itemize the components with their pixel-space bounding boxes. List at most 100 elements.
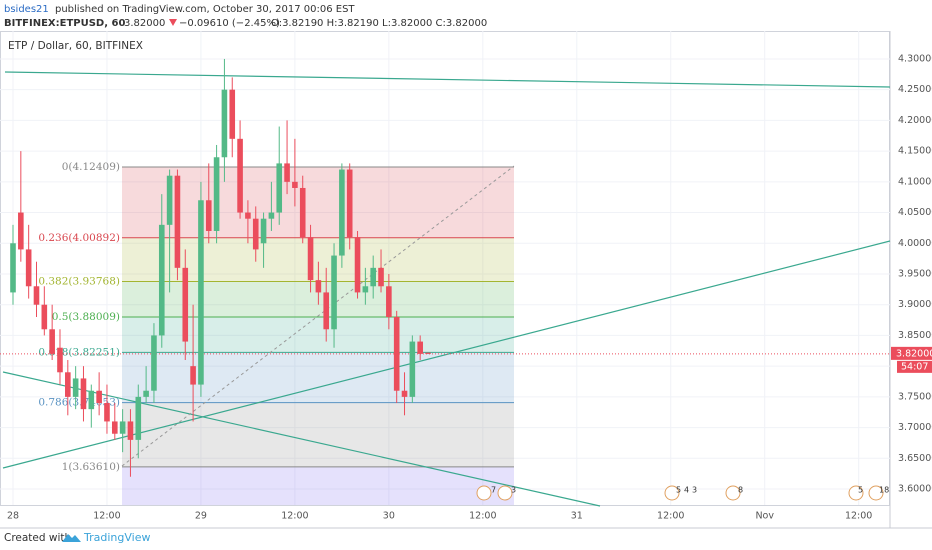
events: 7 3 5 4 3 8 5 18 (476, 485, 889, 501)
event-icon[interactable] (725, 485, 741, 501)
x-tick-label: 12:00 (657, 511, 684, 522)
candle-body (237, 138, 243, 213)
candle-body (284, 163, 290, 182)
candle-body (41, 304, 48, 330)
fib-label: 0.382(3.93768) (38, 276, 120, 288)
y-tick-label: 3.60000 (898, 484, 932, 495)
symbol: BITFINEX:ETPUSD, 60 (4, 18, 125, 29)
change: −0.09610 (−2.45%) (179, 18, 280, 29)
candle-body (339, 169, 345, 256)
candle-body (260, 218, 267, 244)
candle-body (221, 89, 228, 158)
candle-body (362, 286, 369, 293)
candle-body (292, 181, 298, 188)
candle-body (111, 421, 118, 434)
y-tick-label: 3.65000 (898, 453, 932, 464)
candle-body (323, 292, 330, 330)
candle-body (346, 169, 353, 238)
y-tick-label: 3.85000 (898, 330, 932, 341)
last-price-label: 3.82000 (896, 348, 932, 359)
event-count: 8 (738, 486, 743, 495)
y-tick-label: 3.75000 (898, 391, 932, 402)
fib-band (122, 167, 514, 238)
trend-line (4, 71, 891, 88)
x-tick-label: 28 (7, 511, 19, 522)
event-icon[interactable] (868, 485, 884, 501)
candle-body (370, 267, 376, 287)
chart-title: ETP / Dollar, 60, BITFINEX (8, 40, 143, 52)
candle-body (315, 280, 322, 293)
candle-body (127, 421, 134, 440)
author[interactable]: bsides21 (4, 4, 49, 15)
fib-band-extension (122, 466, 514, 505)
candle-body (378, 267, 384, 287)
event-icon[interactable] (476, 485, 492, 501)
candle-body (96, 390, 102, 404)
last-price-box (891, 346, 932, 360)
y-tick-label: 4.15000 (898, 146, 932, 157)
candle-body (143, 390, 149, 397)
fib-label: 1(3.63610) (62, 461, 120, 473)
event-icon[interactable] (848, 485, 864, 501)
candle-body (72, 378, 79, 397)
candle-body (229, 89, 236, 139)
down-arrow (169, 19, 177, 26)
fib-label: 0.5(3.88009) (52, 311, 120, 323)
y-tick-label: 3.70000 (898, 422, 932, 433)
x-tick-label: 29 (195, 511, 207, 522)
fib-trend-line (121, 165, 515, 467)
created-with: Created with (4, 532, 71, 544)
price: 3.82000 (124, 18, 165, 29)
brand[interactable]: TradingView (83, 531, 150, 544)
candle-body (25, 249, 32, 287)
candle-body (331, 255, 337, 330)
candle-body (268, 212, 275, 219)
x-tick-label: 30 (383, 511, 395, 522)
event-count: 7 (491, 486, 496, 495)
event-count: 5 (858, 486, 863, 495)
candle-body (299, 187, 306, 238)
candle-body (158, 224, 165, 336)
candle-body (104, 403, 110, 422)
candle-body (276, 163, 283, 213)
event-count: 3 (511, 486, 516, 495)
candle-body (65, 372, 71, 397)
x-tick-label: Nov (755, 511, 774, 522)
candle-body (245, 212, 251, 219)
fib-label: 0(4.12409) (62, 161, 120, 173)
candle-body (354, 237, 361, 293)
event-icon[interactable] (497, 485, 513, 501)
candle-body (18, 212, 24, 250)
x-tick-label: 12:00 (845, 511, 872, 522)
candle-body (10, 243, 16, 293)
candle-body (307, 237, 314, 281)
candle-body (393, 316, 400, 391)
candle-body (135, 396, 142, 440)
candle-body (80, 378, 87, 410)
x-tick-label: 12:00 (93, 511, 120, 522)
event-icon[interactable] (664, 485, 680, 501)
candle-body (166, 175, 173, 225)
x-tick-label: 31 (571, 511, 583, 522)
y-tick-label: 4.00000 (898, 238, 932, 249)
y-tick-label: 4.25000 (898, 84, 932, 95)
candle-body (409, 341, 416, 397)
y-tick-label: 3.95000 (898, 268, 932, 279)
candle-body (49, 329, 55, 354)
countdown-label: 54:07 (901, 361, 928, 372)
candle-body (182, 267, 189, 342)
candle-body (205, 200, 212, 231)
candle-body (198, 200, 204, 385)
fib-label: 0.236(4.00892) (38, 232, 120, 244)
y-tick-label: 4.05000 (898, 207, 932, 218)
fib-band (122, 316, 514, 353)
fib-band (122, 352, 514, 403)
candle-body (190, 366, 196, 385)
candle-body (88, 390, 95, 410)
candle-body (119, 421, 126, 434)
y-tick-label: 4.10000 (898, 176, 932, 187)
candle-body (252, 218, 259, 250)
y-tick-label: 3.90000 (898, 299, 932, 310)
trend-line (2, 240, 891, 469)
